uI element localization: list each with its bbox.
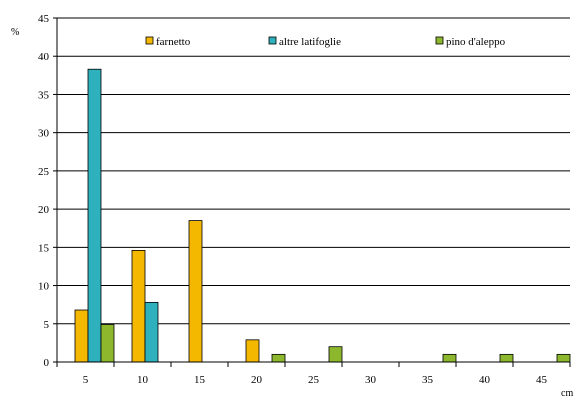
bar-pino-d-aleppo-20: [271, 353, 286, 363]
y-axis-unit-label: %: [11, 27, 19, 38]
legend-label: altre latifoglie: [279, 36, 341, 48]
y-tick-label: 30: [38, 128, 50, 140]
bar-altre-latifoglie-5: [87, 68, 102, 363]
legend: farnetto altre latifoglie pino d'aleppo: [145, 36, 506, 48]
y-tick-label: 15: [38, 242, 50, 254]
x-tick-label: 10: [137, 374, 149, 386]
bar-farnetto-20: [245, 339, 260, 363]
tick-labels: 0 5 10 15 20 25 30 35 40 45 5 10 15 20 25 30 35 40 45: [38, 13, 548, 386]
axes: [53, 17, 571, 367]
y-tick-label: 45: [38, 13, 50, 25]
bar-farnetto-15: [188, 220, 203, 363]
x-tick-label: 20: [251, 374, 263, 386]
legend-label: farnetto: [156, 36, 191, 48]
y-tick-label: 40: [38, 51, 50, 63]
x-tick-label: 5: [83, 374, 89, 386]
x-axis-unit-label: cm: [561, 388, 573, 399]
y-tick-label: 25: [38, 166, 50, 178]
bar-pino-d-aleppo-45: [556, 353, 571, 363]
bar-farnetto-5: [74, 309, 89, 363]
y-tick-label: 5: [44, 319, 50, 331]
y-tick-label: 20: [38, 204, 50, 216]
bar-farnetto-10: [131, 249, 146, 363]
legend-swatch: [268, 36, 277, 45]
y-tick-label: 10: [38, 281, 50, 293]
x-tick-label: 45: [536, 374, 548, 386]
bar-pino-d-aleppo-40: [499, 353, 514, 363]
y-tick-label: 0: [44, 357, 50, 369]
bar-pino-d-aleppo-25: [328, 346, 343, 363]
x-tick-label: 15: [194, 374, 206, 386]
x-tick-label: 35: [422, 374, 434, 386]
legend-item-altre-latifoglie: altre latifoglie: [268, 36, 341, 48]
bar-pino-d-aleppo-35: [442, 353, 457, 363]
bar-pino-d-aleppo-5: [100, 324, 115, 363]
legend-item-pino-d-aleppo: pino d'aleppo: [435, 36, 506, 48]
bars: [74, 68, 571, 363]
bar-altre-latifoglie-10: [144, 301, 159, 363]
x-tick-label: 30: [365, 374, 377, 386]
x-tick-label: 25: [308, 374, 320, 386]
x-tick-label: 40: [479, 374, 491, 386]
legend-swatch: [435, 36, 444, 45]
legend-item-farnetto: farnetto: [145, 36, 191, 48]
legend-label: pino d'aleppo: [446, 36, 506, 48]
y-tick-label: 35: [38, 89, 50, 101]
legend-swatch: [145, 36, 154, 45]
